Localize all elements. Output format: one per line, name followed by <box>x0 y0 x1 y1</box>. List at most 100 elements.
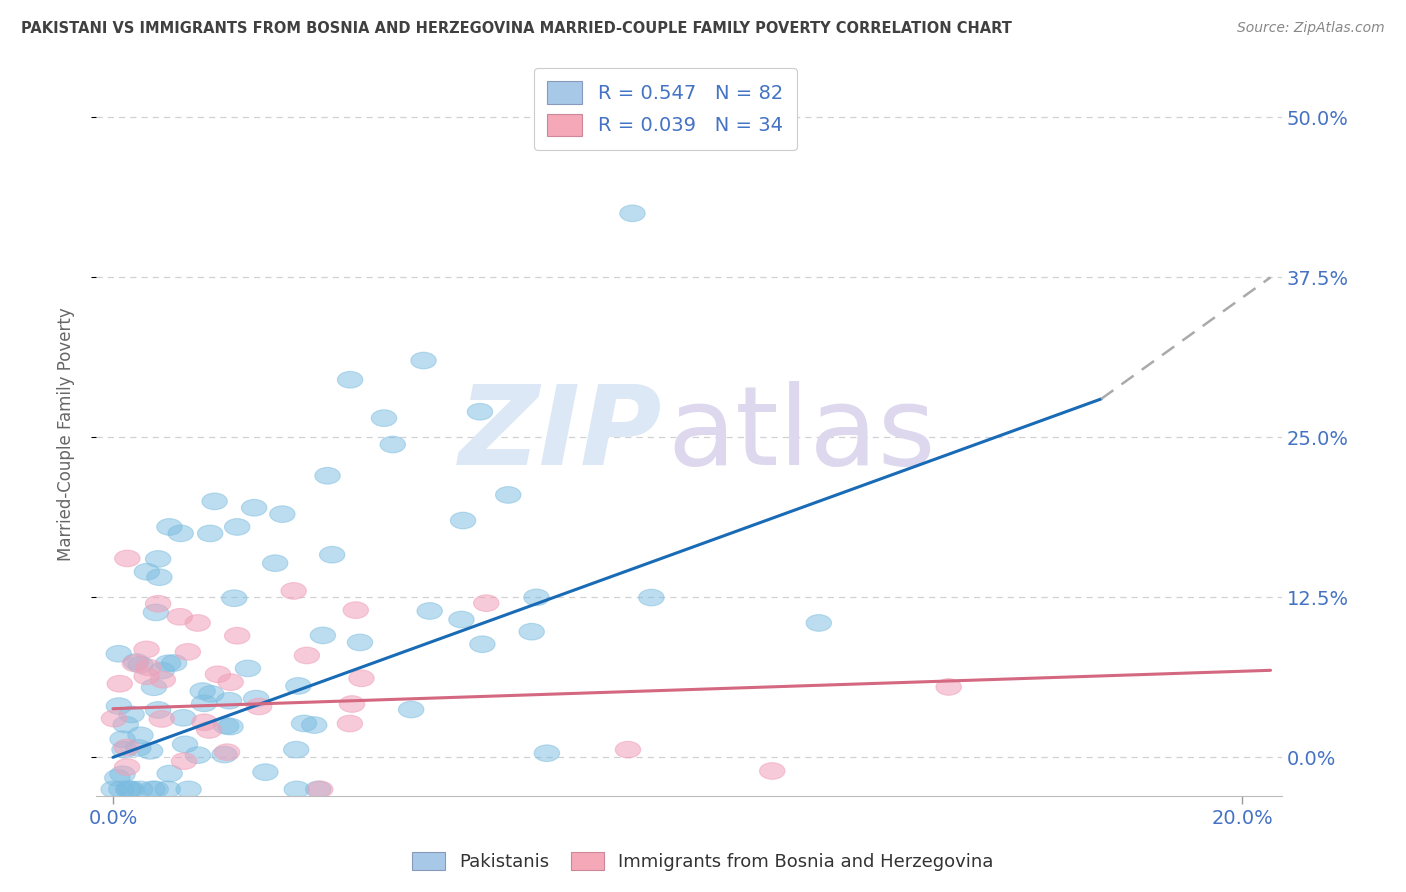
Ellipse shape <box>418 603 443 619</box>
Ellipse shape <box>371 409 396 426</box>
Text: Source: ZipAtlas.com: Source: ZipAtlas.com <box>1237 21 1385 35</box>
Y-axis label: Married-Couple Family Poverty: Married-Couple Family Poverty <box>58 307 75 561</box>
Ellipse shape <box>759 763 785 780</box>
Ellipse shape <box>146 569 172 585</box>
Ellipse shape <box>319 547 344 563</box>
Text: ZIP: ZIP <box>460 381 662 488</box>
Ellipse shape <box>305 781 330 797</box>
Ellipse shape <box>155 781 180 797</box>
Ellipse shape <box>337 715 363 731</box>
Ellipse shape <box>308 781 333 797</box>
Ellipse shape <box>347 634 373 651</box>
Ellipse shape <box>190 682 215 699</box>
Ellipse shape <box>120 781 145 797</box>
Ellipse shape <box>141 679 167 696</box>
Ellipse shape <box>222 590 247 607</box>
Ellipse shape <box>470 636 495 653</box>
Ellipse shape <box>143 604 169 621</box>
Ellipse shape <box>253 764 278 780</box>
Ellipse shape <box>191 714 217 731</box>
Ellipse shape <box>149 711 174 727</box>
Ellipse shape <box>115 781 141 797</box>
Ellipse shape <box>218 673 243 690</box>
Ellipse shape <box>112 716 138 733</box>
Ellipse shape <box>337 371 363 388</box>
Ellipse shape <box>145 702 170 718</box>
Ellipse shape <box>495 487 522 503</box>
Ellipse shape <box>225 518 250 535</box>
Ellipse shape <box>172 753 197 770</box>
Ellipse shape <box>616 741 641 758</box>
Ellipse shape <box>270 506 295 523</box>
Ellipse shape <box>101 781 127 797</box>
Ellipse shape <box>167 525 194 541</box>
Ellipse shape <box>291 715 316 731</box>
Ellipse shape <box>450 512 475 529</box>
Ellipse shape <box>315 467 340 484</box>
Ellipse shape <box>150 672 176 688</box>
Ellipse shape <box>936 679 962 695</box>
Ellipse shape <box>349 670 374 687</box>
Ellipse shape <box>467 403 492 420</box>
Ellipse shape <box>242 500 267 516</box>
Ellipse shape <box>122 655 148 672</box>
Ellipse shape <box>162 655 187 672</box>
Ellipse shape <box>198 686 224 702</box>
Ellipse shape <box>104 770 129 786</box>
Ellipse shape <box>167 608 193 625</box>
Ellipse shape <box>225 627 250 644</box>
Ellipse shape <box>243 690 269 706</box>
Ellipse shape <box>134 668 159 685</box>
Ellipse shape <box>105 646 131 662</box>
Ellipse shape <box>806 615 831 632</box>
Text: PAKISTANI VS IMMIGRANTS FROM BOSNIA AND HERZEGOVINA MARRIED-COUPLE FAMILY POVERT: PAKISTANI VS IMMIGRANTS FROM BOSNIA AND … <box>21 21 1012 36</box>
Ellipse shape <box>139 781 165 797</box>
Ellipse shape <box>411 352 436 369</box>
Ellipse shape <box>107 675 132 692</box>
Ellipse shape <box>197 525 224 541</box>
Ellipse shape <box>398 701 423 718</box>
Ellipse shape <box>176 643 201 660</box>
Ellipse shape <box>620 205 645 221</box>
Ellipse shape <box>156 655 181 672</box>
Ellipse shape <box>149 663 174 679</box>
Ellipse shape <box>135 659 162 676</box>
Ellipse shape <box>284 781 309 797</box>
Ellipse shape <box>339 696 364 713</box>
Ellipse shape <box>173 736 198 753</box>
Ellipse shape <box>176 781 201 797</box>
Ellipse shape <box>343 602 368 618</box>
Ellipse shape <box>214 717 239 734</box>
Ellipse shape <box>218 718 243 735</box>
Ellipse shape <box>157 765 183 781</box>
Text: atlas: atlas <box>668 381 936 488</box>
Ellipse shape <box>449 611 474 628</box>
Ellipse shape <box>111 741 138 758</box>
Legend: Pakistanis, Immigrants from Bosnia and Herzegovina: Pakistanis, Immigrants from Bosnia and H… <box>405 845 1001 879</box>
Ellipse shape <box>110 766 135 782</box>
Ellipse shape <box>205 666 231 682</box>
Ellipse shape <box>281 582 307 599</box>
Ellipse shape <box>186 747 211 764</box>
Ellipse shape <box>212 747 238 763</box>
Ellipse shape <box>217 692 242 709</box>
Ellipse shape <box>134 641 159 657</box>
Legend: R = 0.547   N = 82, R = 0.039   N = 34: R = 0.547 N = 82, R = 0.039 N = 34 <box>534 68 797 150</box>
Ellipse shape <box>128 727 153 744</box>
Ellipse shape <box>117 781 142 797</box>
Ellipse shape <box>125 739 150 756</box>
Ellipse shape <box>145 550 172 567</box>
Ellipse shape <box>235 660 260 677</box>
Ellipse shape <box>197 722 222 739</box>
Ellipse shape <box>214 744 240 761</box>
Ellipse shape <box>263 555 288 572</box>
Ellipse shape <box>101 710 127 727</box>
Ellipse shape <box>191 695 217 712</box>
Ellipse shape <box>128 657 153 673</box>
Ellipse shape <box>301 717 328 733</box>
Ellipse shape <box>143 781 169 797</box>
Ellipse shape <box>186 615 211 632</box>
Ellipse shape <box>519 624 544 640</box>
Ellipse shape <box>138 742 163 759</box>
Ellipse shape <box>311 627 336 644</box>
